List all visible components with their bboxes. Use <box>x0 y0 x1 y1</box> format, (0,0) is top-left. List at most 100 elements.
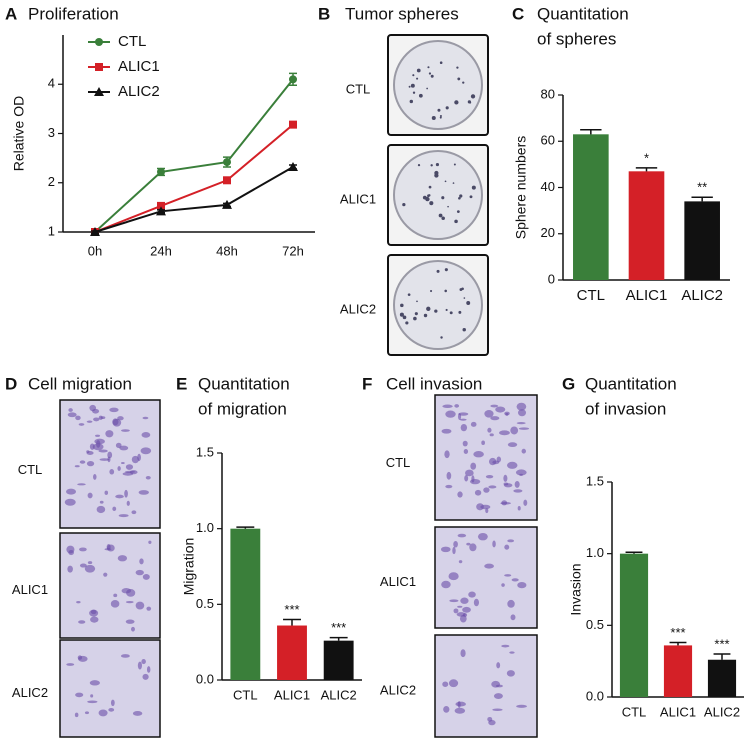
legend-marker <box>95 63 103 71</box>
sphere <box>434 309 438 313</box>
cell <box>131 510 137 515</box>
x-tick-label: CTL <box>622 704 647 719</box>
cell <box>468 591 476 598</box>
cell <box>118 514 129 518</box>
significance: *** <box>670 625 685 640</box>
cell <box>74 465 80 468</box>
sphere <box>454 100 459 105</box>
sphere <box>427 194 430 198</box>
cell <box>90 616 99 623</box>
cell <box>441 580 451 589</box>
y-tick-label: 20 <box>541 225 555 240</box>
sphere <box>444 268 448 272</box>
cell <box>86 461 95 467</box>
cell <box>121 588 132 594</box>
row-label: ALIC2 <box>380 683 416 698</box>
bar <box>707 659 737 697</box>
cell <box>120 654 130 658</box>
cell <box>470 421 477 427</box>
y-axis-label: Sphere numbers <box>513 136 529 240</box>
cell <box>126 500 130 506</box>
cell <box>112 506 117 512</box>
cell <box>98 449 108 453</box>
cell <box>465 469 474 477</box>
y-tick-label: 1 <box>48 223 55 238</box>
cell <box>110 599 120 608</box>
cell <box>77 655 83 660</box>
cell <box>104 490 109 495</box>
sphere <box>456 210 460 213</box>
cell <box>510 426 519 435</box>
cell <box>454 707 466 714</box>
cell <box>131 455 139 464</box>
sphere <box>439 61 443 64</box>
cell <box>87 492 93 499</box>
row-label: ALIC1 <box>12 582 48 597</box>
sphere <box>422 195 427 200</box>
cell <box>124 489 128 498</box>
sphere <box>407 293 411 297</box>
cell <box>121 429 130 432</box>
cell <box>445 410 456 418</box>
cell <box>77 483 86 486</box>
panel-letter: E <box>176 374 187 393</box>
point <box>90 227 100 236</box>
chart-title: Quantitation <box>537 4 629 23</box>
cell <box>463 449 469 454</box>
sphere <box>418 93 423 98</box>
error-bar <box>236 526 255 529</box>
point <box>289 120 297 129</box>
cell <box>132 711 143 716</box>
sphere <box>439 114 442 118</box>
bar <box>663 645 693 697</box>
chart-title: of invasion <box>585 399 666 418</box>
cell <box>470 462 477 470</box>
point <box>156 206 166 216</box>
sphere <box>462 81 465 84</box>
sphere <box>438 213 443 218</box>
cell <box>117 466 121 471</box>
photo-frame <box>59 399 161 529</box>
sphere <box>412 91 416 94</box>
row-label: CTL <box>386 455 411 470</box>
cell <box>67 412 77 418</box>
cell <box>84 564 96 573</box>
cell <box>484 410 494 418</box>
cell <box>125 619 135 624</box>
sphere <box>408 85 411 88</box>
cell <box>109 469 115 475</box>
cell <box>464 475 469 482</box>
cell <box>499 430 510 436</box>
cell <box>473 451 484 458</box>
sphere <box>445 106 449 110</box>
cell <box>141 431 151 438</box>
sphere <box>449 311 453 315</box>
cell <box>513 489 523 493</box>
sphere <box>439 116 442 119</box>
cell <box>129 470 138 475</box>
point <box>289 75 297 84</box>
sphere <box>430 164 433 167</box>
cell <box>496 662 501 669</box>
sphere <box>452 182 455 184</box>
cell <box>442 681 449 687</box>
cell <box>146 666 151 673</box>
sphere <box>428 72 432 75</box>
cell <box>516 704 527 708</box>
point <box>223 176 231 185</box>
y-tick-label: 3 <box>48 125 55 140</box>
x-tick-label: ALIC2 <box>321 687 357 702</box>
cell <box>442 404 453 409</box>
sphere <box>462 327 466 332</box>
bar <box>684 201 720 280</box>
chart-title: Quantitation <box>585 374 677 393</box>
cell <box>74 712 79 718</box>
sphere <box>469 195 473 199</box>
cell <box>107 451 113 459</box>
cell <box>145 476 151 480</box>
cell <box>148 540 152 544</box>
row-label: ALIC1 <box>340 191 376 206</box>
cell <box>93 474 97 480</box>
y-tick-label: 0.0 <box>586 688 604 703</box>
bar <box>323 640 354 680</box>
